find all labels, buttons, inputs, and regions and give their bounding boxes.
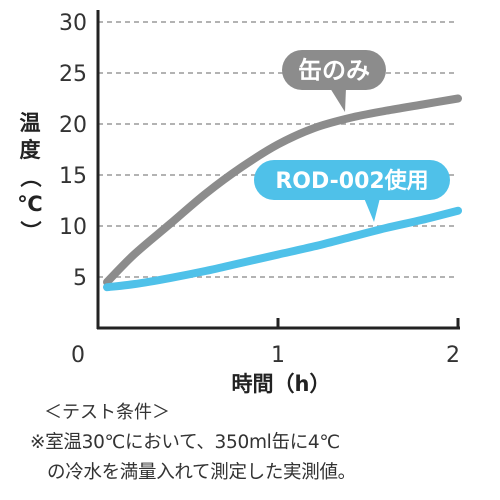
x-tick-label-2: 2 [446, 343, 460, 368]
series-lines [103, 94, 462, 292]
y-tick-label-25: 25 [59, 62, 87, 87]
y-tick-label-5: 5 [73, 266, 87, 291]
callout-bubble-2 [254, 160, 450, 200]
tick-labels: 5 10 15 20 25 30 0 1 2 [59, 11, 460, 368]
test-conditions-line1: ※室温30℃において、350ml缶に4℃ [30, 432, 340, 453]
callout-tail-1 [330, 88, 346, 112]
x-tick-label-0: 0 [71, 343, 85, 368]
series-line-1 [103, 94, 462, 287]
series-line-2 [103, 206, 462, 292]
x-axis-label: 時間（h） [232, 372, 331, 396]
axis-labels: 温度 （ ℃ ） 時間（h） [17, 111, 330, 396]
callout-bubble-1 [282, 50, 386, 90]
test-conditions-heading: ＜テスト条件＞ [44, 402, 170, 423]
y-axis-label-char: （ [18, 167, 42, 188]
series-callouts: 缶のみ ROD-002使用 [254, 50, 450, 222]
y-axis-label-char: 温 [20, 111, 41, 135]
test-conditions-line2: の冷水を満量入れて測定した実測値。 [47, 462, 356, 483]
y-axis-label-char: ） [18, 221, 42, 242]
callout-1: 缶のみ [282, 50, 386, 112]
y-tick-label-15: 15 [59, 164, 87, 189]
y-tick-label-20: 20 [59, 113, 87, 138]
y-tick-label-10: 10 [59, 215, 87, 240]
axes [96, 10, 460, 330]
series-label-1: 缶のみ [298, 57, 370, 85]
y-axis-label-char: ℃ [17, 192, 42, 216]
callout-tail-2 [364, 198, 380, 222]
y-tick-label-30: 30 [59, 11, 87, 36]
y-axis-label-char: 度 [20, 138, 41, 162]
callout-2: ROD-002使用 [254, 160, 450, 222]
series-label-2: ROD-002使用 [275, 169, 428, 194]
x-tick-label-1: 1 [271, 343, 285, 368]
